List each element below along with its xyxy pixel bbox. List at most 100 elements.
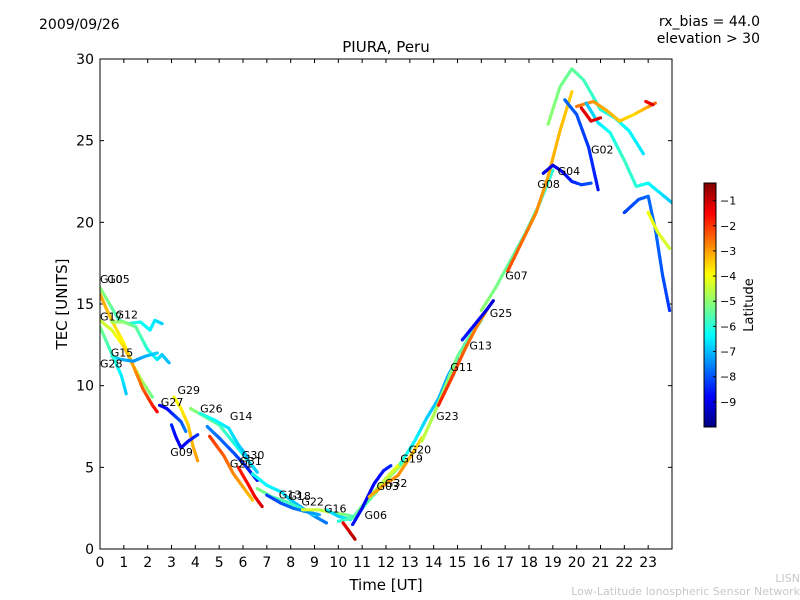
data-point — [150, 395, 154, 399]
satellite-label: G11 — [450, 361, 473, 374]
satellite-label: G06 — [365, 509, 388, 522]
satellite-label: G27 — [161, 396, 184, 409]
x-tick-label: 12 — [377, 555, 395, 571]
colorbar-tick-label: −9 — [720, 396, 736, 409]
x-tick-label: 16 — [472, 555, 490, 571]
satellite-label: G26 — [200, 403, 223, 416]
series-g03 — [351, 464, 393, 527]
colorbar-tick-label: −8 — [720, 371, 736, 384]
plot-frame — [99, 58, 673, 550]
footer-org-long: Low-Latitude Ionospheric Sensor Network — [571, 585, 800, 598]
satellite-label: G12 — [116, 309, 139, 322]
series-g12 — [110, 320, 171, 365]
satellite-label: G07 — [505, 270, 528, 283]
satellite-label: G14 — [230, 410, 253, 423]
series-g08 — [506, 90, 574, 273]
footer-org-short: LISN — [775, 572, 800, 585]
data-layer — [100, 67, 672, 541]
satellite-label: G13 — [279, 488, 302, 501]
elevation-label: elevation > 30 — [656, 31, 760, 47]
y-tick-label: 15 — [76, 297, 94, 313]
data-point — [668, 246, 672, 251]
series-g15b — [646, 210, 672, 251]
series-g09b — [584, 101, 672, 205]
colorbar-tick-label: −7 — [720, 346, 736, 359]
rx-bias-label: rx_bias = 44.0 — [658, 14, 760, 30]
satellite-label: G25 — [490, 307, 513, 320]
data-point — [589, 181, 593, 185]
colorbar-tick-label: −4 — [720, 270, 736, 283]
satellite-label: G08 — [537, 178, 560, 191]
series-g17 — [100, 318, 159, 414]
satellite-label: G18 — [288, 490, 311, 503]
footer-credit: LISN Low-Latitude Ionospheric Sensor Net… — [571, 572, 800, 598]
x-tick-label: 1 — [119, 555, 128, 571]
data-point — [196, 433, 200, 437]
data-point — [184, 429, 188, 433]
x-tick-label: 14 — [425, 555, 443, 571]
data-point — [250, 498, 255, 502]
satellite-label: G10 — [100, 273, 123, 286]
satellite-label: G13 — [469, 340, 492, 353]
data-point — [167, 361, 171, 365]
satellite-label: G17 — [100, 310, 123, 323]
series-g06 — [341, 521, 357, 541]
x-tick-label: 23 — [639, 555, 657, 571]
data-point — [491, 299, 495, 303]
y-tick-label: 5 — [85, 460, 94, 476]
data-point — [389, 464, 393, 468]
colorbar-tick-label: −2 — [720, 220, 736, 233]
x-tick-label: 20 — [568, 555, 586, 571]
series-g05b — [622, 194, 672, 313]
data-point — [155, 351, 159, 355]
x-tick-label: 8 — [286, 555, 295, 571]
data-point — [196, 459, 200, 463]
y-tick-label: 10 — [76, 379, 94, 395]
y-tick-label: 25 — [76, 134, 94, 150]
satellite-label: G23 — [436, 410, 459, 423]
satellite-label: G29 — [178, 384, 201, 397]
x-tick-label: 0 — [96, 555, 105, 571]
colorbar-gradient — [703, 182, 717, 428]
satellite-label: G20 — [409, 444, 432, 457]
series-g15 — [110, 351, 159, 363]
x-tick-label: 2 — [143, 555, 152, 571]
data-point — [246, 455, 250, 460]
x-tick-label: 11 — [353, 555, 371, 571]
data-point — [653, 101, 657, 105]
data-point — [598, 116, 603, 120]
series-g12b — [579, 106, 603, 123]
x-axis-label: Time [UT] — [348, 576, 422, 594]
series-g01 — [546, 67, 646, 156]
y-axis-label: TEC [UNITS] — [53, 259, 71, 351]
series-g31 — [236, 465, 264, 509]
y-tick-label: 20 — [76, 215, 94, 231]
x-tick-label: 6 — [239, 555, 248, 571]
series-g27 — [158, 403, 188, 433]
data-point — [317, 513, 321, 517]
x-tick-label: 21 — [592, 555, 610, 571]
x-tick-label: 5 — [215, 555, 224, 571]
satellite-label: G16 — [324, 502, 347, 515]
satellite-label: G15 — [111, 346, 134, 359]
series-g25 — [460, 299, 495, 342]
data-point — [155, 410, 159, 414]
series-g14 — [198, 411, 250, 460]
x-tick-label: 19 — [544, 555, 562, 571]
satellite-label: G30 — [242, 449, 265, 462]
data-point — [353, 537, 357, 541]
colorbar-tick-label: −1 — [720, 195, 736, 208]
satellite-label: G28 — [100, 358, 123, 371]
series-g26 — [189, 406, 259, 474]
colorbar-tick-label: −6 — [720, 320, 736, 333]
x-tick-label: 22 — [615, 555, 633, 571]
data-point — [641, 152, 646, 156]
colorbar-ticks: −1 −2 −3 −4 −5 −6 −7 −8 −9 — [713, 195, 736, 409]
series-g04 — [541, 163, 593, 187]
satellite-label: G32 — [385, 477, 408, 490]
axes-layer: 0 1 2 3 4 5 6 7 8 9 10 11 12 13 14 15 16 17 18 19 20 21 22 2305… — [76, 52, 672, 571]
satellite-label: G19 — [400, 452, 423, 465]
satellite-label: G31 — [239, 455, 262, 468]
x-tick-label: 17 — [496, 555, 514, 571]
